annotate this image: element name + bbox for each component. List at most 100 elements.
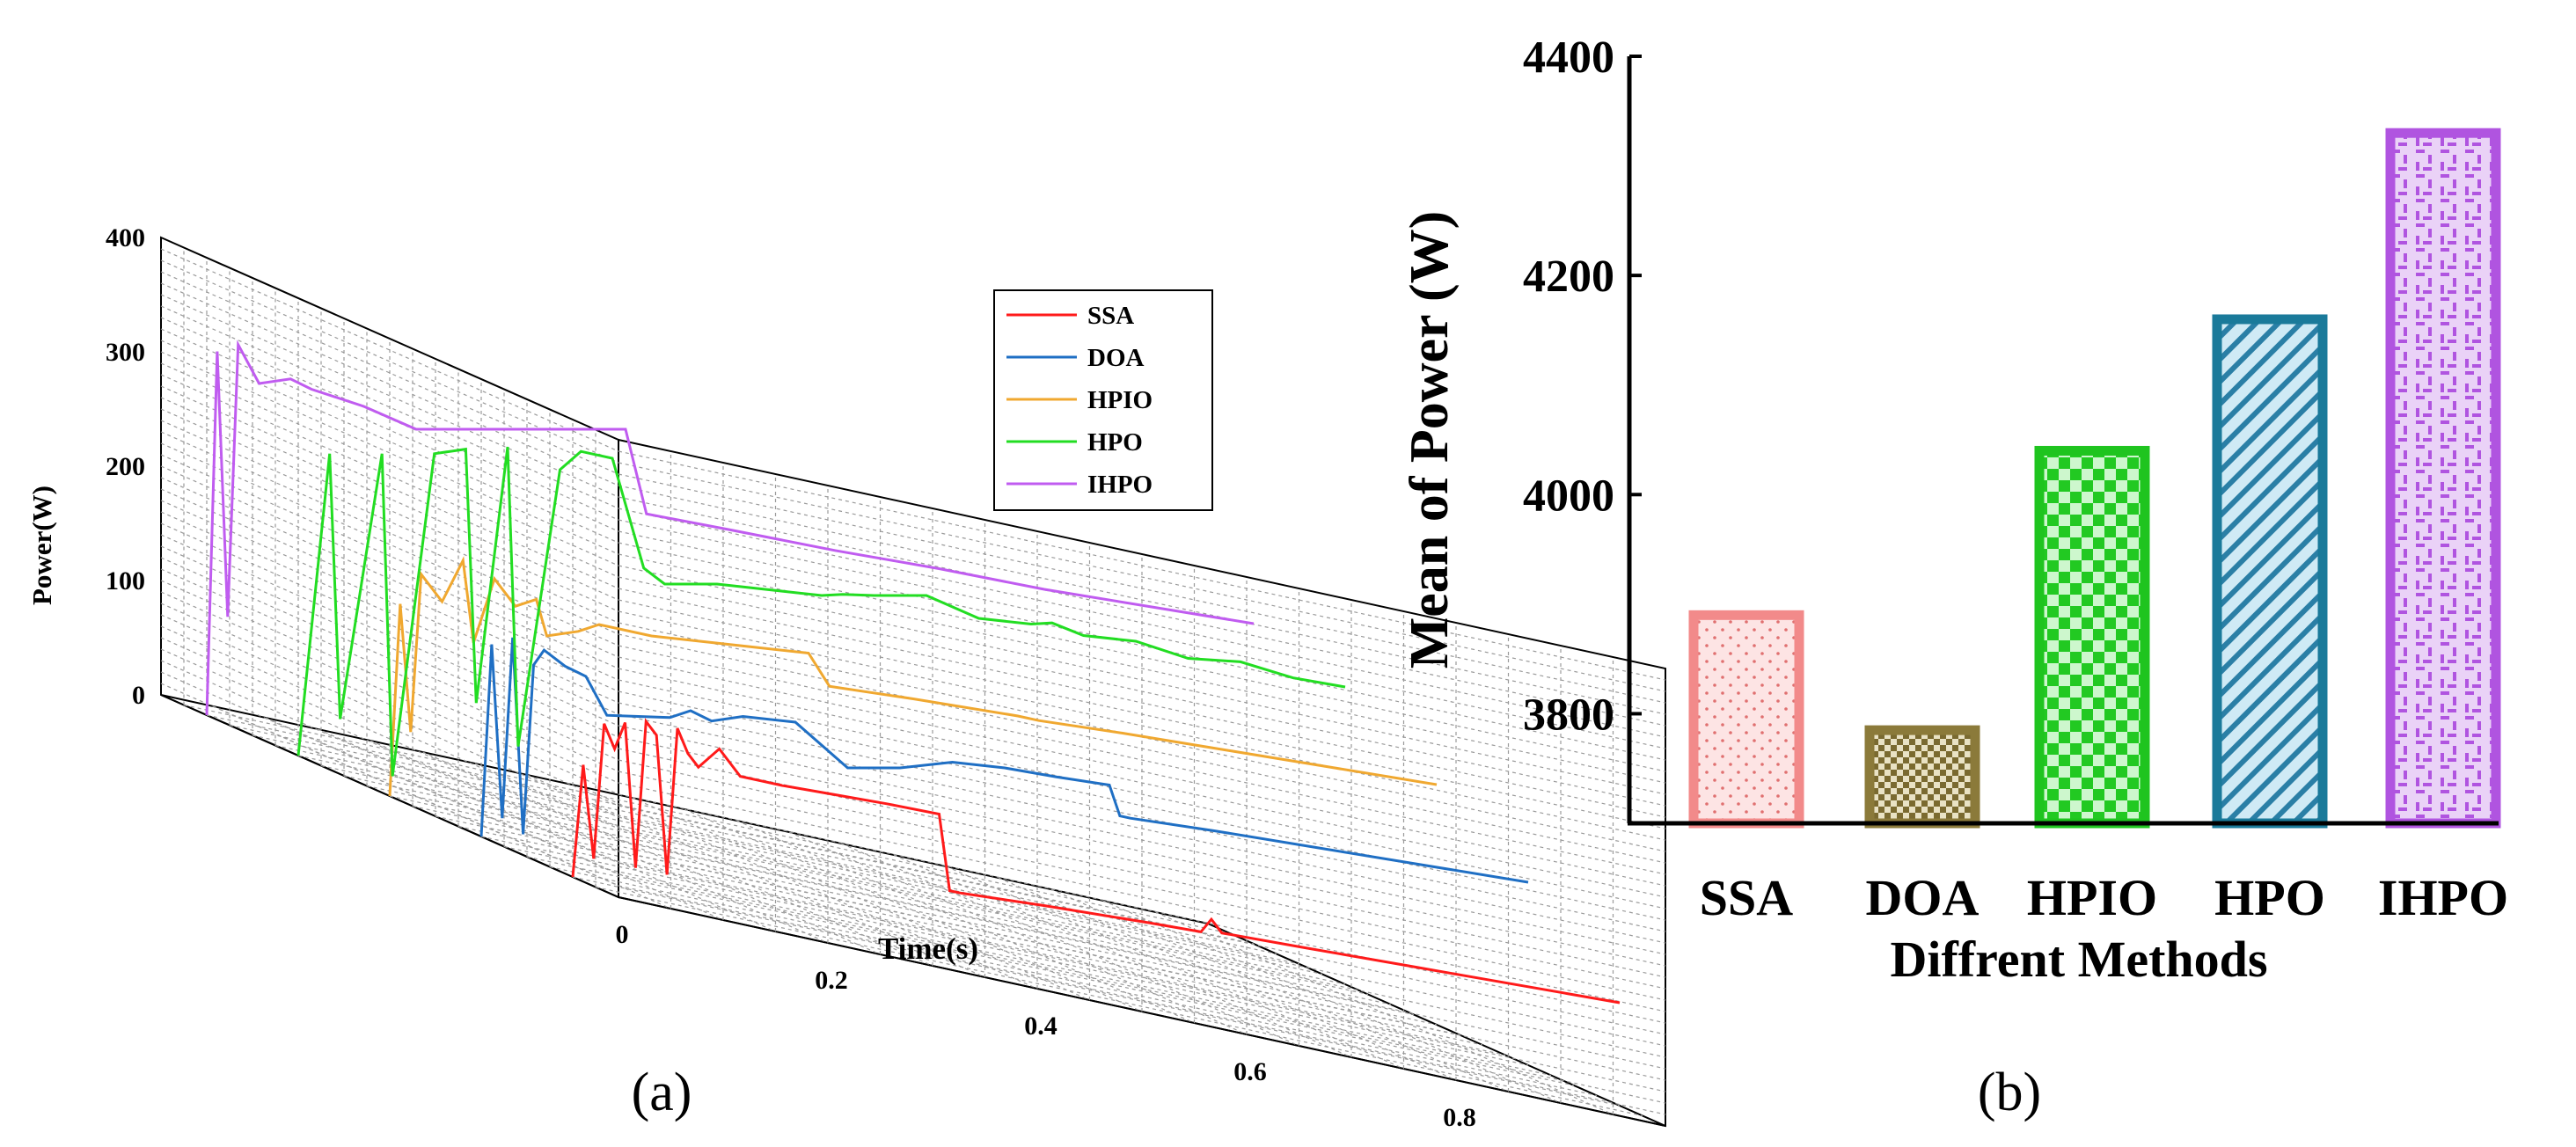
gridline [160, 385, 619, 589]
panel-a-axes-box [160, 236, 1666, 1128]
panel-a-gridlines [160, 247, 1666, 1117]
category-label-doa: DOA [1866, 869, 1980, 926]
gridline [422, 751, 881, 955]
bar-ihpo [2385, 128, 2501, 829]
gridline [1050, 888, 1509, 1092]
series-line-doa [479, 637, 1529, 884]
gridline [160, 534, 619, 738]
y-tick-label: 3800 [1523, 690, 1614, 740]
gridline [572, 876, 1621, 1107]
gridline [618, 679, 1666, 910]
gridline [370, 740, 829, 944]
z-tick-label: 100 [106, 566, 145, 595]
gridline [160, 465, 619, 669]
gridline [160, 305, 619, 509]
x-tick-label: 0.6 [1233, 1057, 1267, 1086]
z-tick-label: 0 [132, 681, 145, 710]
gridline [618, 462, 1666, 692]
z-tick-label: 400 [106, 223, 145, 252]
gridline [579, 785, 1038, 990]
gridline [160, 580, 619, 784]
gridline [160, 603, 619, 807]
gridline [618, 645, 1666, 875]
legend-label-ihpo: IHPO [1087, 471, 1153, 499]
panel-b-tick-labels: 3800 4000 4200 4400 [1523, 33, 1642, 740]
gridline [318, 728, 776, 932]
category-label-ihpo: IHPO [2378, 869, 2508, 926]
gridline [160, 351, 619, 555]
panel-b-xlabel: Diffrent Methods [1890, 931, 2267, 988]
gridline [1102, 900, 1562, 1104]
gridline [160, 488, 619, 692]
gridline [265, 717, 724, 921]
bar-doa [1864, 725, 1980, 829]
gridline [160, 317, 619, 521]
y-tick-label: 4200 [1523, 252, 1614, 302]
gridline [595, 886, 1643, 1117]
series-line-hpio [388, 556, 1438, 797]
category-label-ssa: SSA [1700, 869, 1794, 926]
y-tick-label: 4000 [1523, 471, 1614, 521]
series-line-hpo [296, 446, 1346, 777]
gridline [160, 248, 619, 452]
panel-b-caption: (b) [1978, 1063, 2041, 1122]
bar-hpo [2212, 314, 2328, 829]
gridline [160, 397, 619, 601]
x-tick-label: 0.4 [1024, 1012, 1057, 1041]
gridline [618, 702, 1666, 932]
gridline [160, 625, 619, 829]
gridline [160, 500, 619, 704]
legend-label-ssa: SSA [1087, 302, 1134, 330]
panel-a-xlabel: Time(s) [878, 931, 978, 966]
y-tick-label: 4400 [1523, 33, 1614, 83]
gridline [160, 522, 619, 727]
gridline [389, 795, 1438, 1026]
gridline [527, 774, 985, 978]
gridline [160, 648, 619, 852]
panel-a-caption: (a) [632, 1063, 692, 1122]
gridline [160, 431, 619, 635]
x-tick-label: 0 [616, 920, 629, 949]
x-tick-label: 0.8 [1443, 1103, 1476, 1132]
gridline [474, 763, 933, 967]
gridline [160, 408, 619, 612]
legend-label-doa: DOA [1087, 344, 1145, 372]
bar-hpio [2034, 445, 2150, 829]
panel-b-ylabel: Mean of Power (W) [1400, 211, 1460, 669]
gridline [160, 637, 619, 841]
gridline [213, 705, 671, 910]
category-label-hpo: HPO [2214, 869, 2325, 926]
gridline [946, 866, 1404, 1070]
gridline [160, 477, 619, 681]
gridline [618, 610, 1666, 841]
gridline [684, 808, 1143, 1012]
panel-b-bars-group [1688, 128, 2501, 829]
gridline [160, 340, 619, 544]
gridline [160, 328, 619, 532]
gridline [160, 671, 619, 875]
gridline [274, 744, 1323, 975]
gridline [618, 496, 1666, 727]
panel-a-legend: SSA DOA HPIO HPO IHPO [993, 289, 1213, 511]
gridline [736, 820, 1195, 1024]
gridline [893, 854, 1352, 1058]
panel-a-zlabel: Power(W) [26, 486, 57, 605]
gridline [160, 568, 619, 772]
legend-label-hpio: HPIO [1087, 386, 1153, 414]
gridline [160, 271, 619, 475]
gridline [618, 828, 1666, 1058]
gridline [160, 591, 619, 795]
gridline [618, 588, 1666, 818]
gridline [160, 374, 619, 578]
gridline [320, 764, 1369, 996]
panel-a-floor [160, 694, 1666, 1127]
gridline [618, 793, 1666, 1024]
gridline [526, 856, 1575, 1086]
gridline [618, 519, 1666, 749]
gridline [160, 362, 619, 566]
gridline [1155, 911, 1614, 1115]
gridline [160, 557, 619, 761]
gridline [183, 704, 1232, 935]
